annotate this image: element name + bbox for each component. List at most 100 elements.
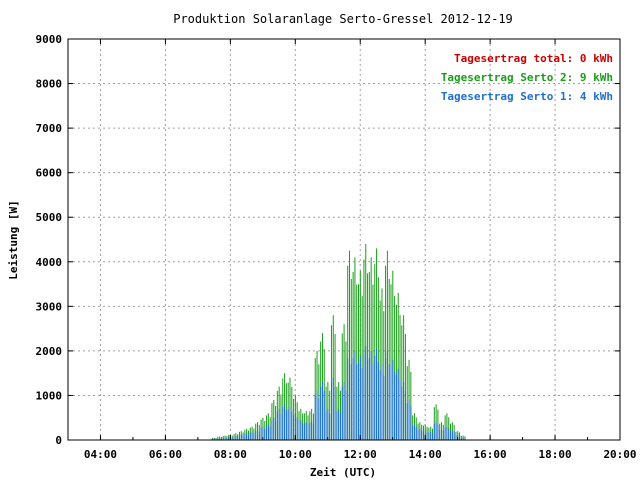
bar-serto-1 <box>267 424 269 440</box>
x-tick-label: 16:00 <box>474 448 507 461</box>
chart-title: Produktion Solaranlage Serto-Gressel 201… <box>173 12 513 26</box>
bar-serto-2 <box>347 265 349 440</box>
bar-serto-1 <box>235 435 237 440</box>
bar-serto-2 <box>401 325 403 440</box>
bar-serto-2 <box>377 277 379 440</box>
bar-serto-1 <box>280 413 282 440</box>
bar-serto-1 <box>226 437 228 440</box>
bar-serto-1 <box>394 371 396 440</box>
bar-serto-1 <box>444 427 446 440</box>
bar-serto-1 <box>415 426 417 440</box>
bar-serto-1 <box>431 433 433 440</box>
bar-serto-1 <box>388 364 390 440</box>
bar-serto-2 <box>220 436 222 440</box>
bar-serto-1 <box>278 408 280 440</box>
bar-serto-1 <box>320 386 322 440</box>
bar-serto-2 <box>349 250 351 440</box>
y-tick-label: 0 <box>55 434 62 447</box>
bar-serto-1 <box>448 428 450 440</box>
bar-serto-1 <box>363 353 365 440</box>
x-tick-label: 20:00 <box>603 448 636 461</box>
bar-serto-1 <box>368 358 370 440</box>
bar-serto-2 <box>383 311 385 440</box>
bar-serto-1 <box>350 364 352 440</box>
bar-serto-1 <box>240 434 242 440</box>
bar-serto-1 <box>349 350 351 440</box>
bar-serto-1 <box>358 362 360 440</box>
y-tick-label: 1000 <box>36 389 63 402</box>
bar-serto-1 <box>410 405 412 440</box>
bar-serto-1 <box>219 438 221 440</box>
bar-serto-1 <box>359 355 361 440</box>
bar-serto-1 <box>412 425 414 440</box>
bar-serto-2 <box>350 279 352 440</box>
y-tick-label: 5000 <box>36 211 63 224</box>
bar-serto-1 <box>222 437 224 440</box>
bar-serto-1 <box>309 422 311 440</box>
bar-serto-1 <box>262 426 264 440</box>
bar-serto-1 <box>401 386 403 440</box>
bar-serto-1 <box>305 422 307 440</box>
bar-serto-1 <box>462 437 464 440</box>
y-tick-label: 8000 <box>36 78 63 91</box>
bar-serto-1 <box>237 436 239 440</box>
bar-serto-1 <box>372 364 374 440</box>
y-tick-label: 2000 <box>36 345 63 358</box>
bar-serto-1 <box>422 431 424 440</box>
bar-serto-1 <box>291 411 293 440</box>
bar-serto-1 <box>339 413 341 440</box>
bar-serto-1 <box>395 374 397 440</box>
bar-serto-1 <box>439 429 441 440</box>
bar-serto-1 <box>338 408 340 440</box>
bar-serto-1 <box>275 421 277 440</box>
bar-serto-2 <box>345 341 347 440</box>
bar-serto-1 <box>376 348 378 440</box>
bar-serto-1 <box>266 425 268 440</box>
bar-serto-1 <box>260 427 262 440</box>
x-tick-label: 14:00 <box>409 448 442 461</box>
bar-serto-2 <box>395 304 397 440</box>
x-tick-label: 12:00 <box>344 448 377 461</box>
bar-serto-2 <box>356 284 358 440</box>
bar-serto-2 <box>367 273 369 440</box>
x-tick-label: 04:00 <box>84 448 117 461</box>
bar-serto-1 <box>318 398 320 440</box>
bar-serto-1 <box>217 438 219 440</box>
bar-serto-1 <box>293 415 295 440</box>
bar-serto-1 <box>464 437 466 440</box>
y-tick-label: 6000 <box>36 167 63 180</box>
bar-serto-1 <box>325 411 327 440</box>
bar-serto-2 <box>374 263 376 440</box>
grid <box>68 39 620 440</box>
bar-serto-1 <box>341 386 343 440</box>
bar-serto-1 <box>211 438 213 440</box>
bar-serto-2 <box>363 259 365 440</box>
x-tick-label: 06:00 <box>149 448 182 461</box>
bar-serto-2 <box>358 284 360 440</box>
bar-serto-1 <box>365 346 367 440</box>
bar-serto-1 <box>311 421 313 440</box>
legend-entry: Tagesertrag Serto 1: 4 kWh <box>441 90 613 103</box>
bar-serto-1 <box>408 399 410 440</box>
bar-serto-1 <box>386 350 388 440</box>
bar-serto-1 <box>446 426 448 440</box>
y-tick-label: 7000 <box>36 122 63 135</box>
bar-serto-2 <box>372 284 374 440</box>
bar-serto-1 <box>345 390 347 440</box>
bar-serto-1 <box>300 419 302 440</box>
bar-serto-1 <box>430 431 432 440</box>
bar-serto-2 <box>404 333 406 440</box>
bar-serto-1 <box>249 432 251 440</box>
bar-serto-1 <box>383 375 385 440</box>
bar-serto-1 <box>296 417 298 440</box>
bar-serto-1 <box>421 430 423 440</box>
bar-serto-1 <box>370 350 372 440</box>
bar-serto-2 <box>334 333 336 440</box>
plot-frame <box>67 38 621 441</box>
bar-serto-1 <box>459 435 461 440</box>
bar-serto-1 <box>460 437 462 440</box>
bar-serto-2 <box>386 250 388 440</box>
bar-serto-1 <box>367 360 369 440</box>
ticks: 04:00 06:00 08:00 10:00 12:00 14:00 16:00 18:00… <box>36 33 637 461</box>
bar-serto-1 <box>244 433 246 440</box>
